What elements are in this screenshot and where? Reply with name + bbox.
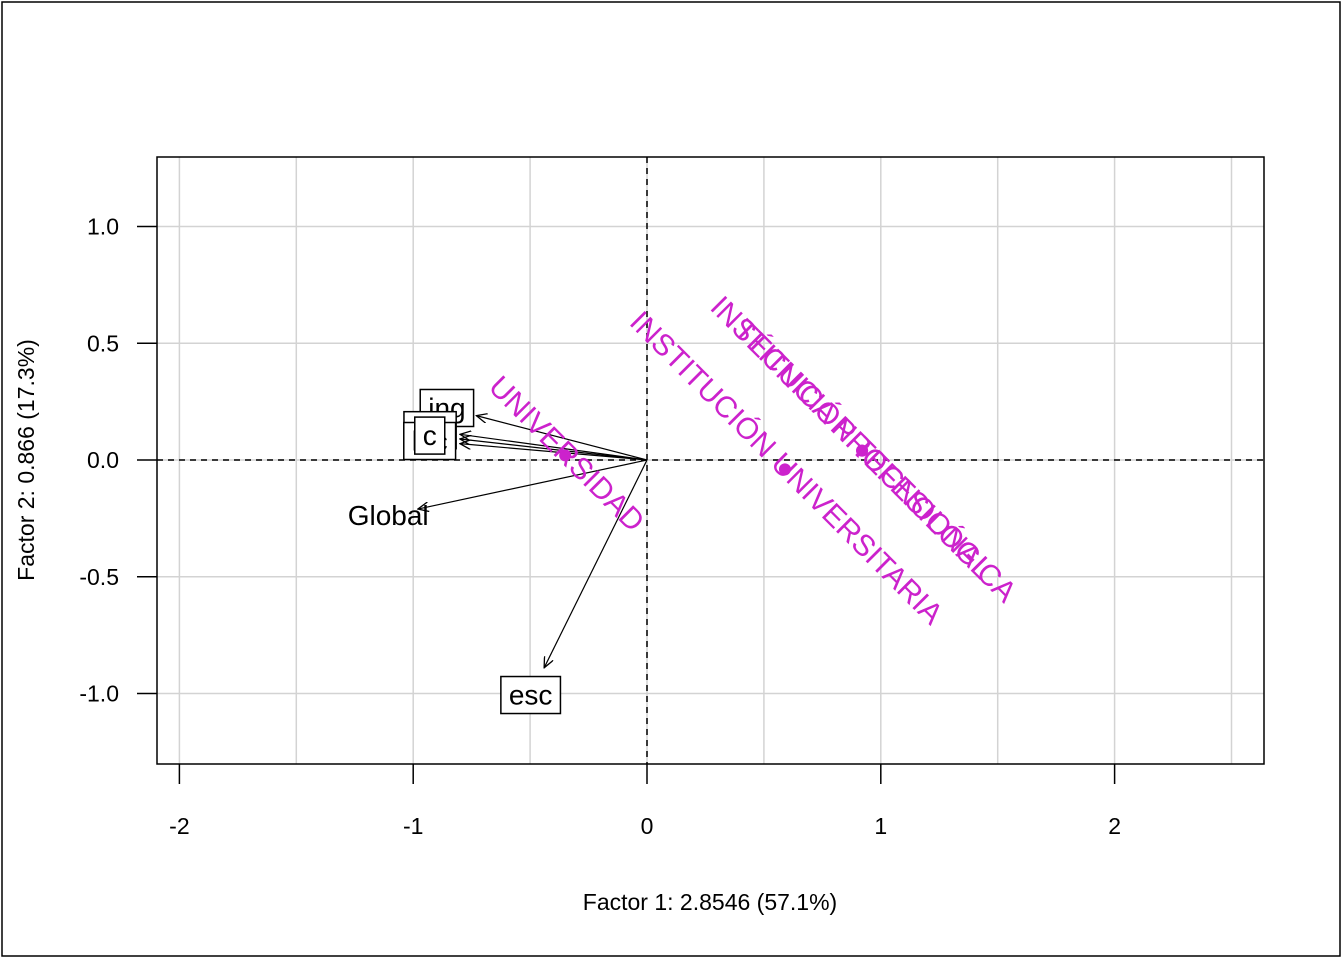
vector-arrow-c <box>460 439 648 461</box>
variable-label-esc: esc <box>509 680 553 711</box>
x-tick-label: -1 <box>403 813 423 839</box>
y-tick-label: 1.0 <box>87 214 119 240</box>
x-axis-label: Factor 1: 2.8546 (57.1%) <box>583 889 837 915</box>
x-tick-label: 0 <box>641 813 654 839</box>
variable-label-box-c <box>414 416 446 455</box>
reference-lines <box>157 157 1264 764</box>
y-axis: 1.0 0.5 0.0 -0.5 -1.0 <box>79 214 157 707</box>
variable-label-box-esc <box>500 675 562 715</box>
variable-label-c: c <box>423 420 437 451</box>
variable-label-global: Global <box>348 500 429 531</box>
y-axis-label: Factor 2: 0.866 (17.3%) <box>13 339 39 581</box>
category-point-universidad <box>559 449 572 462</box>
y-tick-label: 0.5 <box>87 330 119 356</box>
vector-arrow-cla <box>460 434 648 461</box>
vector-arrow-ing <box>476 416 648 461</box>
vector-arrow-lec <box>460 444 648 461</box>
x-tick-label: -2 <box>169 813 189 839</box>
category-point-tecnica-profesional <box>856 444 869 457</box>
category-point-institucion-universitaria <box>778 463 791 476</box>
vector-arrow-global <box>418 459 648 509</box>
variable-labels: ingclaleccGlobalesc <box>348 388 562 715</box>
variable-vectors <box>418 416 648 668</box>
y-tick-label: 0.0 <box>87 447 119 473</box>
x-axis: -2 -1 0 1 2 <box>169 764 1121 839</box>
vector-arrow-esc <box>544 459 648 668</box>
x-tick-label: 1 <box>874 813 887 839</box>
y-tick-label: -0.5 <box>79 564 119 590</box>
y-tick-label: -1.0 <box>79 681 119 707</box>
x-tick-label: 2 <box>1108 813 1121 839</box>
